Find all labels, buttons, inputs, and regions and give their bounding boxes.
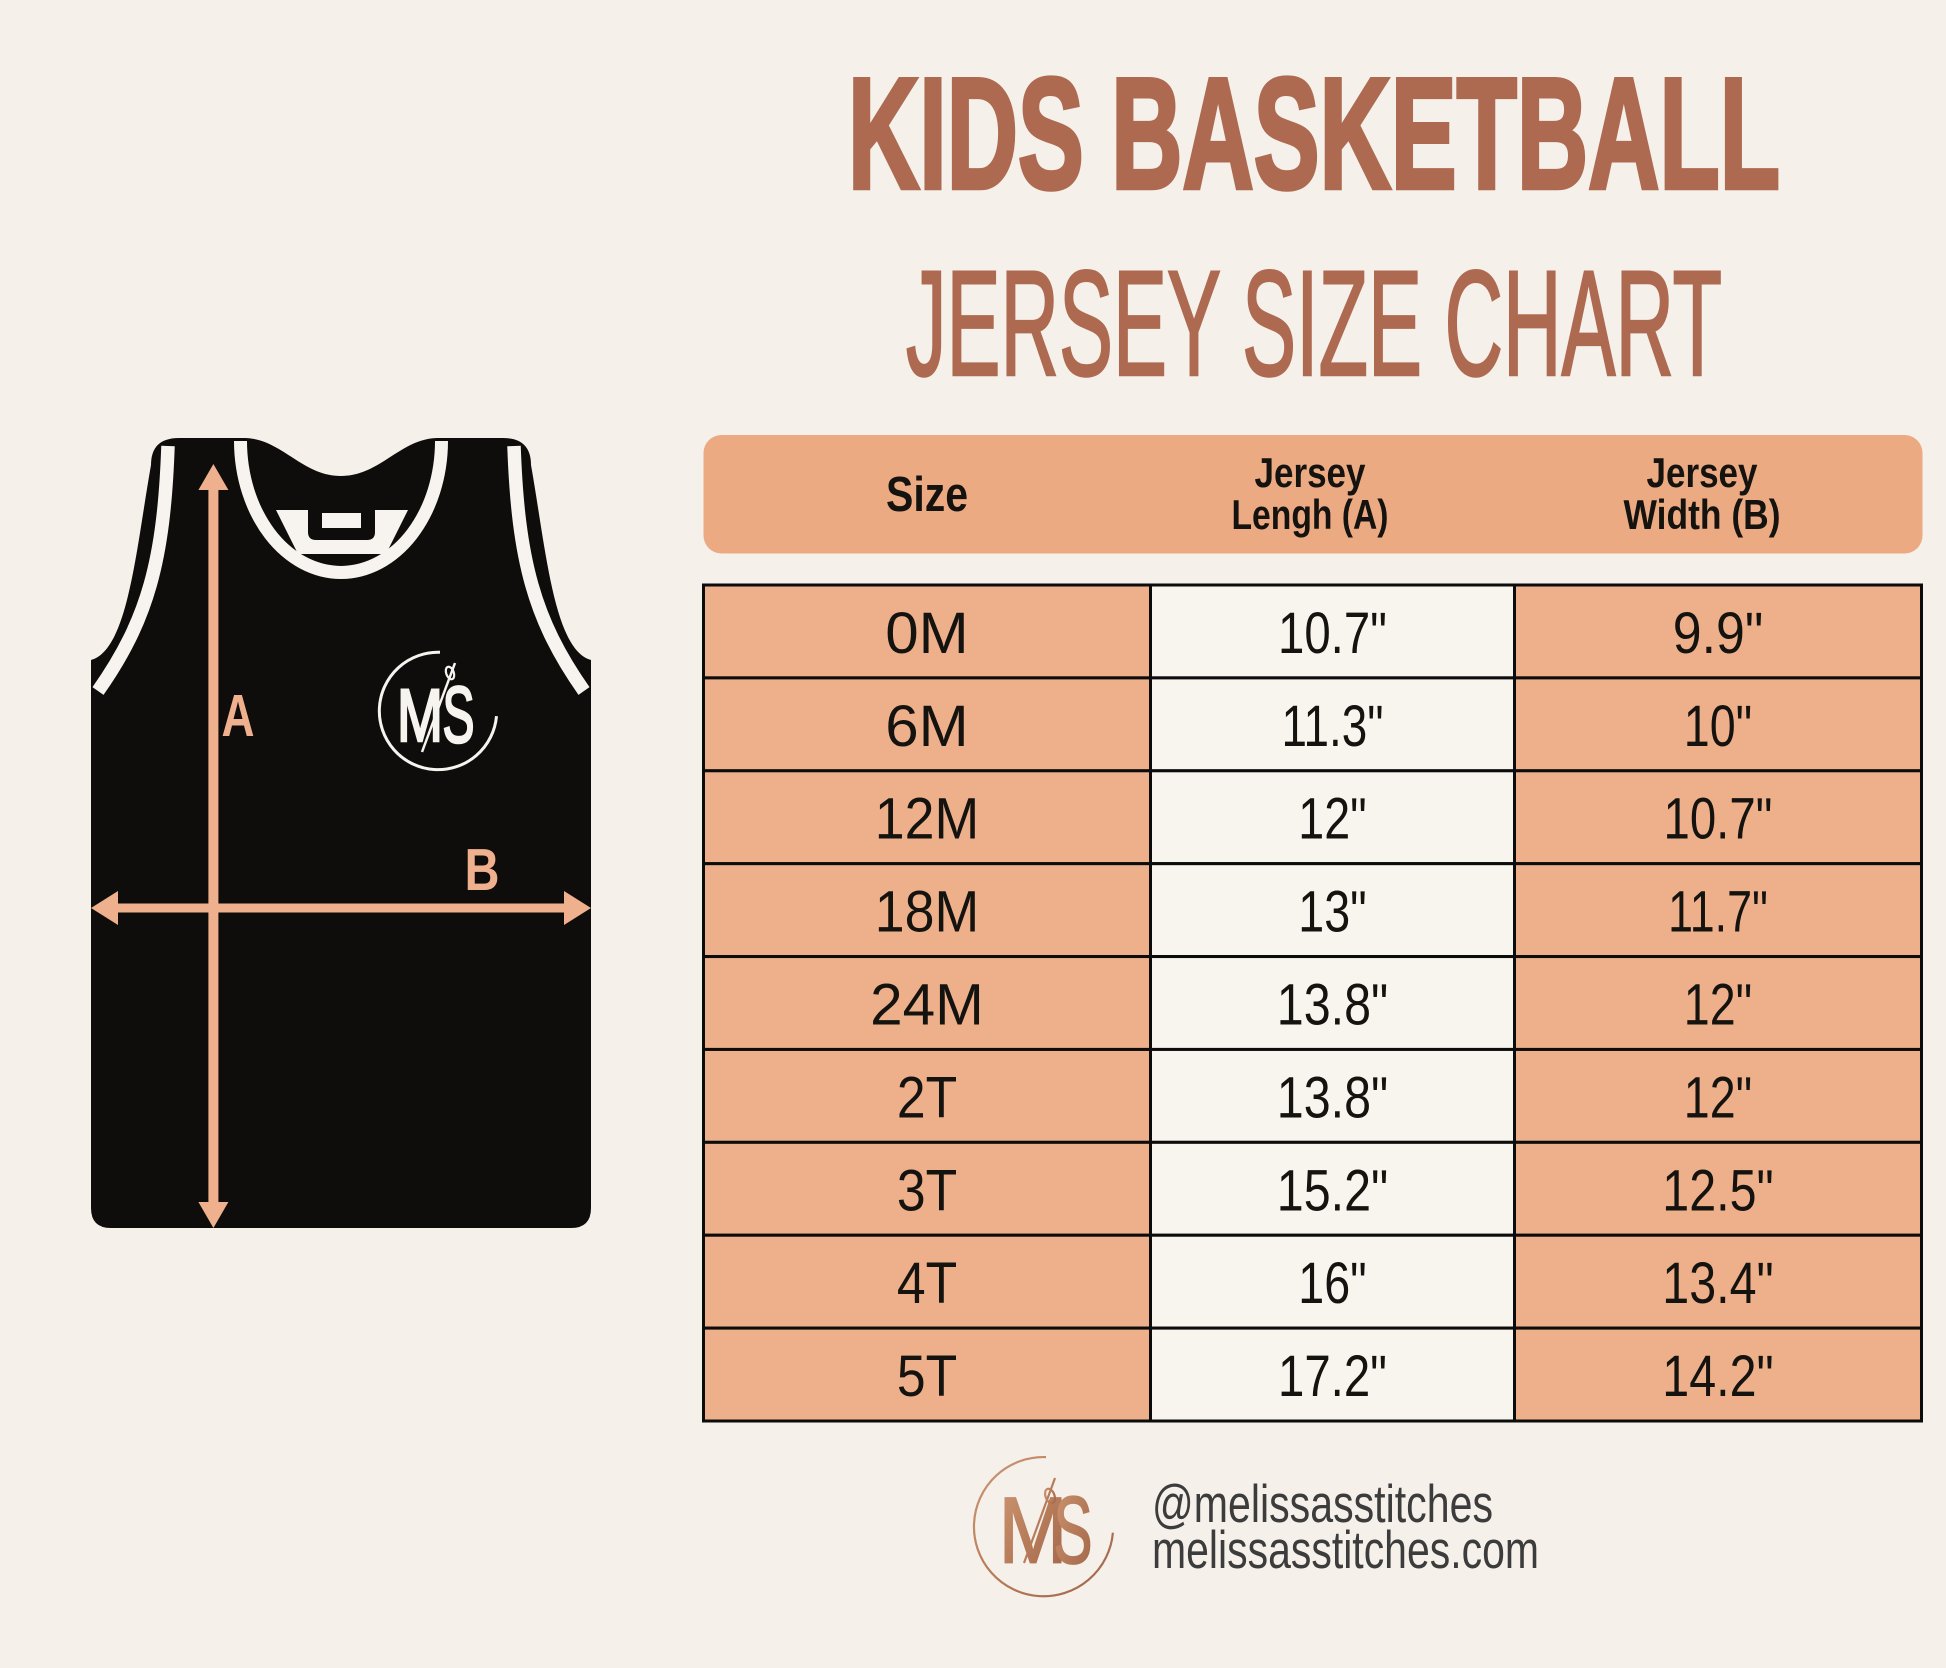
svg-text:Width (B): Width (B) [1624,491,1781,538]
svg-text:13.8": 13.8" [1277,973,1388,1038]
svg-text:melissasstitches.com: melissasstitches.com [1152,1521,1539,1580]
svg-text:13.4": 13.4" [1662,1251,1773,1316]
svg-text:17.2": 17.2" [1278,1344,1387,1409]
svg-text:M: M [999,1478,1068,1583]
svg-text:12": 12" [1684,973,1752,1038]
svg-text:24M: 24M [870,973,984,1038]
svg-text:JERSEY SIZE CHART: JERSEY SIZE CHART [906,239,1722,407]
svg-text:4T: 4T [897,1251,957,1316]
svg-text:B: B [465,837,500,903]
svg-text:10.7": 10.7" [1664,787,1773,852]
svg-text:KIDS BASKETBALL: KIDS BASKETBALL [848,46,1780,222]
svg-text:16": 16" [1298,1251,1366,1316]
svg-text:14.2": 14.2" [1662,1344,1773,1409]
svg-text:12.5": 12.5" [1662,1158,1773,1223]
svg-text:Jersey: Jersey [1647,449,1759,496]
svg-text:@melissasstitches: @melissasstitches [1152,1475,1493,1534]
svg-text:Lengh (A): Lengh (A) [1232,491,1389,538]
svg-text:15.2": 15.2" [1277,1158,1388,1223]
svg-text:9.9": 9.9" [1673,601,1764,666]
svg-text:11.3": 11.3" [1281,694,1383,759]
svg-text:18M: 18M [875,880,979,945]
svg-text:5T: 5T [897,1344,957,1409]
svg-text:S: S [443,670,475,759]
svg-text:6M: 6M [885,694,969,759]
svg-text:A: A [222,683,255,749]
svg-text:12": 12" [1684,1065,1752,1130]
svg-text:3T: 3T [897,1158,957,1223]
svg-text:S: S [1054,1477,1093,1584]
svg-text:10.7": 10.7" [1278,601,1387,666]
svg-text:Jersey: Jersey [1255,449,1367,496]
svg-text:13": 13" [1298,880,1366,945]
svg-text:12": 12" [1298,787,1366,852]
svg-text:12M: 12M [875,787,979,852]
svg-text:Size: Size [886,468,968,522]
svg-text:2T: 2T [897,1065,957,1130]
svg-text:10": 10" [1684,694,1752,759]
svg-text:13.8": 13.8" [1277,1065,1388,1130]
svg-text:11.7": 11.7" [1668,880,1768,945]
svg-text:0M: 0M [885,601,969,666]
